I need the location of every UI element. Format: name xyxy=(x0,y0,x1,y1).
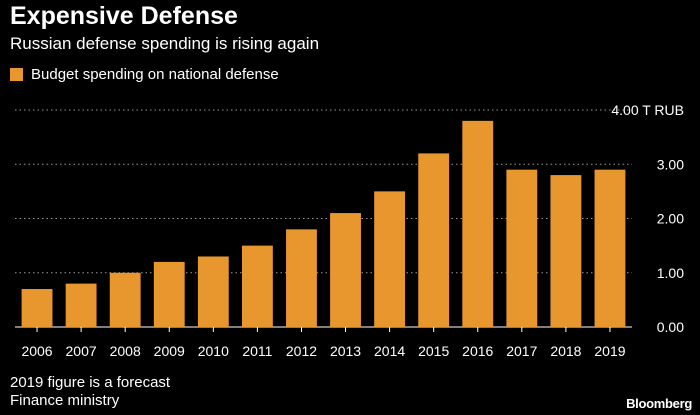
bar-2006 xyxy=(21,289,53,327)
y-tick-label: 4.00 T RUB xyxy=(611,102,684,118)
bar-2018 xyxy=(550,175,582,327)
x-tick-label: 2013 xyxy=(330,343,361,359)
y-tick-label: 0.00 xyxy=(657,319,684,335)
bar-2015 xyxy=(418,153,450,327)
y-tick-label: 1.00 xyxy=(657,265,684,281)
bar-2019 xyxy=(594,169,626,327)
x-tick-label: 2007 xyxy=(66,343,97,359)
chart-title: Expensive Defense xyxy=(10,2,238,30)
bar-2007 xyxy=(65,283,97,327)
bar-2010 xyxy=(197,256,229,327)
bloomberg-logo: Bloomberg xyxy=(626,396,692,411)
x-tick-label: 2017 xyxy=(506,343,537,359)
bar-layer xyxy=(21,120,626,327)
bar-2012 xyxy=(286,229,317,327)
source-note: Finance ministry xyxy=(10,392,120,409)
bar-2017 xyxy=(506,169,538,327)
x-tick-label: 2012 xyxy=(286,343,317,359)
x-tick-label: 2008 xyxy=(110,343,141,359)
x-tick-label: 2010 xyxy=(198,343,229,359)
bar-2009 xyxy=(153,261,185,327)
bar-2008 xyxy=(109,272,141,327)
bar-2014 xyxy=(374,191,406,327)
axis-layer: 0.00 1.00 2.00 3.00 4.00 T RUB 2006 2007 2008 20… xyxy=(21,102,684,359)
x-tick-label: 2019 xyxy=(594,343,625,359)
x-tick-label: 2016 xyxy=(462,343,493,359)
legend-label: Budget spending on national defense xyxy=(31,66,279,83)
legend: Budget spending on national defense xyxy=(10,66,279,83)
bar-2013 xyxy=(330,213,361,327)
y-tick-label: 2.00 xyxy=(657,211,684,227)
x-tick-label: 2014 xyxy=(374,343,405,359)
x-tick-label: 2009 xyxy=(154,343,185,359)
x-tick-label: 2006 xyxy=(21,343,52,359)
x-tick-label: 2011 xyxy=(242,343,272,359)
grid-layer xyxy=(15,109,632,328)
x-tick-label: 2015 xyxy=(418,343,449,359)
bar-2011 xyxy=(241,245,273,327)
legend-swatch xyxy=(10,68,23,81)
y-tick-label: 3.00 xyxy=(657,156,684,172)
forecast-note: 2019 figure is a forecast xyxy=(10,374,171,391)
chart-subtitle: Russian defense spending is rising again xyxy=(10,34,320,53)
x-tick-label: 2018 xyxy=(550,343,581,359)
bar-2016 xyxy=(462,120,494,327)
